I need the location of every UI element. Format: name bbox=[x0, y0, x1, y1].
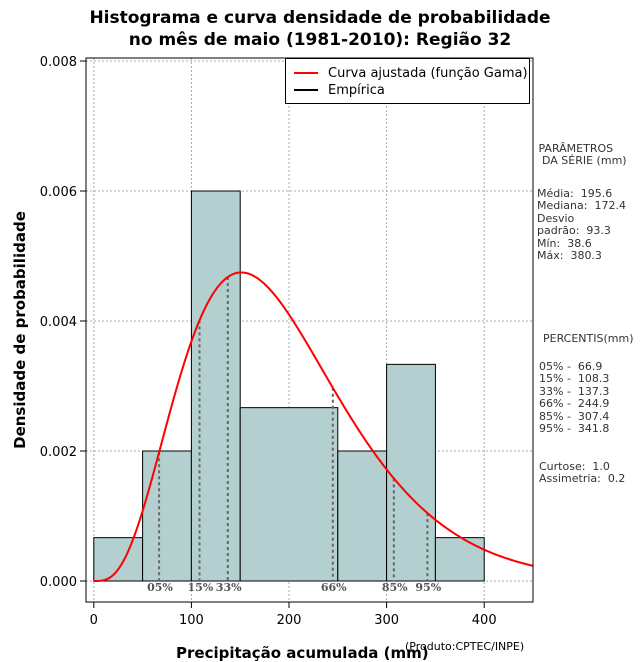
stats-body: Curtose: 1.0 Assimetria: 0.2 bbox=[539, 460, 626, 486]
percentile-label: 15% bbox=[187, 581, 214, 594]
legend-item-empirical: Empírica bbox=[294, 82, 385, 98]
histogram-bar bbox=[337, 450, 388, 582]
histogram-bar bbox=[239, 407, 339, 582]
y-tick-label: 0.000 bbox=[40, 575, 77, 590]
x-tick-label: 200 bbox=[277, 613, 302, 628]
percentis-title: PERCENTIS(mm) bbox=[543, 332, 634, 345]
percentis-body: 05% - 66.9 15% - 108.3 33% - 137.3 66% -… bbox=[539, 360, 610, 436]
legend: Curva ajustada (função Gama) Empírica bbox=[285, 58, 530, 104]
legend-black-line-icon bbox=[294, 89, 318, 91]
gamma-curve bbox=[93, 271, 534, 582]
x-tick-label: 0 bbox=[90, 613, 98, 628]
percentile-label: 95% bbox=[415, 581, 442, 594]
y-axis: 0.000 0.002 0.004 0.006 0.008 bbox=[40, 55, 87, 590]
histogram-bar bbox=[93, 537, 144, 582]
params-body: Média: 195.6 Mediana: 172.4 Desvio padrã… bbox=[537, 187, 626, 263]
x-axis: 0 100 200 300 400 bbox=[90, 601, 497, 628]
histogram-bars bbox=[93, 190, 485, 582]
histogram-bar bbox=[386, 363, 436, 582]
gamma-curve-group bbox=[93, 271, 534, 582]
chart-title-line2: no mês de maio (1981-2010): Região 32 bbox=[128, 30, 512, 50]
percentile-label: 85% bbox=[381, 581, 408, 594]
x-tick-label: 300 bbox=[374, 613, 399, 628]
histogram-bar bbox=[142, 450, 192, 582]
percentile-label: 05% bbox=[147, 581, 173, 594]
x-tick-label: 100 bbox=[179, 613, 204, 628]
y-tick-label: 0.006 bbox=[40, 185, 77, 200]
legend-empirical-label: Empírica bbox=[328, 82, 385, 98]
product-credit: (Produto:CPTEC/INPE) bbox=[405, 640, 525, 653]
params-title: PARÂMETROS DA SÉRIE (mm) bbox=[538, 142, 627, 168]
legend-fitted-label: Curva ajustada (função Gama) bbox=[328, 65, 528, 81]
histogram-bar bbox=[434, 537, 485, 582]
x-axis-label: Precipitação acumulada (mm) bbox=[176, 644, 429, 662]
y-tick-label: 0.004 bbox=[40, 315, 77, 330]
x-tick-label: 400 bbox=[472, 613, 497, 628]
percentile-lines bbox=[158, 277, 429, 581]
legend-item-fitted: Curva ajustada (função Gama) bbox=[294, 65, 528, 81]
y-axis-label: Densidade de probabilidade bbox=[11, 211, 29, 449]
percentile-label: 66% bbox=[320, 581, 347, 594]
percentile-label: 33% bbox=[215, 581, 242, 594]
histogram-bar bbox=[190, 190, 241, 582]
chart-title-line1: Histograma e curva densidade de probabil… bbox=[89, 8, 551, 28]
y-tick-label: 0.002 bbox=[40, 445, 77, 460]
legend-red-line-icon bbox=[294, 72, 318, 74]
y-tick-label: 0.008 bbox=[40, 55, 77, 70]
